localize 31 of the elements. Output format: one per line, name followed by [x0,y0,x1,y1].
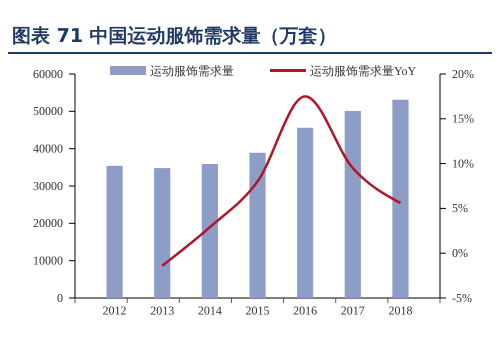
legend-label: 运动服饰需求量 [150,64,234,78]
x-tick-label: 2014 [198,304,222,318]
x-tick-label: 2017 [340,304,365,318]
bar [154,168,170,298]
x-tick-label: 2015 [246,304,270,318]
line-series [160,95,402,267]
chart-title: 图表 71 中国运动服饰需求量（万套） [12,25,337,47]
y2-tick-label: 20% [452,66,474,81]
bar [344,110,361,298]
bar [202,164,218,298]
x-tick-label: 2012 [102,304,127,318]
y2-tick-label: 5% [452,201,468,216]
y-tick-label: 20000 [33,216,63,230]
x-tick-label: 2013 [150,304,174,318]
y-tick-label: 40000 [33,142,63,156]
bar [392,100,409,298]
bar [249,152,266,298]
y-tick-label: 60000 [33,66,63,81]
y-tick-label: 0 [57,290,63,305]
y2-tick-label: 10% [452,156,474,170]
bar [106,166,123,298]
x-tick-label: 2018 [388,304,412,318]
y2-tick-label: 15% [452,112,474,126]
y-tick-label: 50000 [33,104,63,118]
legend-label: 运动服饰需求量YoY [310,64,416,78]
bar [297,128,314,298]
y-tick-label: 10000 [33,254,63,268]
y2-tick-label: 0% [452,246,468,260]
x-tick-label: 2016 [293,304,318,318]
y-tick-label: 30000 [33,178,63,193]
y2-tick-label: -5% [452,290,472,305]
